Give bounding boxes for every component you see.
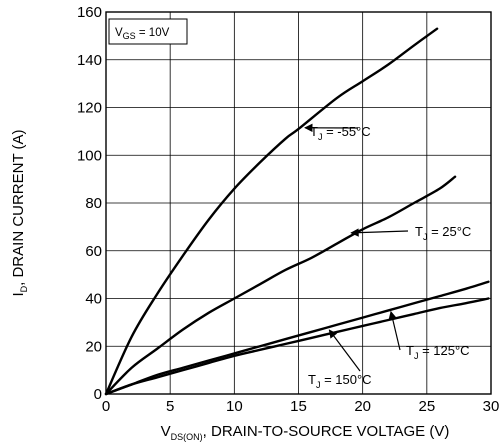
annotation-arrow [350, 228, 409, 237]
series-label: TJ = 25°C [415, 224, 471, 242]
x-tick-label: 25 [418, 398, 435, 415]
x-tick-label: 10 [226, 398, 243, 415]
tick-labels: 0 5 10 15 20 25 30 0 20 40 60 80 100 120 140 160 [77, 4, 499, 415]
annotation-arrow [388, 310, 401, 351]
x-tick-label: 0 [102, 398, 110, 415]
grid [105, 11, 492, 395]
annotation-arrow [328, 329, 361, 372]
annotations: TJ = -55°C TJ = 25°C TJ = 125°C TJ = 150°C [304, 123, 471, 390]
x-tick-label: 15 [290, 398, 307, 415]
series-label: TJ = 125°C [406, 343, 470, 361]
y-tick-label: 140 [77, 52, 102, 69]
y-tick-label: 100 [77, 147, 102, 164]
plot-frame [105, 11, 492, 395]
condition-label: VGS = 10V [115, 27, 170, 41]
y-tick-label: 40 [85, 291, 102, 308]
x-tick-label: 30 [483, 398, 500, 415]
series-tj-150 [104, 297, 490, 396]
x-axis-title: VDS(ON), DRAIN-TO-SOURCE VOLTAGE (V) [161, 423, 450, 442]
series-label: TJ = 150°C [308, 372, 372, 390]
series-lines [104, 27, 490, 396]
y-tick-label: 160 [77, 4, 102, 21]
y-tick-label: 0 [94, 386, 102, 403]
y-tick-label: 80 [85, 195, 102, 212]
series-tj-125 [104, 280, 490, 396]
y-axis-title: ID, DRAIN CURRENT (A) [10, 129, 29, 296]
x-tick-label: 20 [354, 398, 371, 415]
series-tj-25 [104, 175, 457, 396]
x-tick-label: 5 [166, 398, 174, 415]
condition-box: VGS = 10V [108, 18, 188, 45]
series-label: TJ = -55°C [310, 124, 371, 142]
y-tick-label: 20 [85, 338, 102, 355]
y-tick-label: 120 [77, 100, 102, 117]
series-tj-minus55 [104, 27, 439, 396]
y-tick-label: 60 [85, 243, 102, 260]
